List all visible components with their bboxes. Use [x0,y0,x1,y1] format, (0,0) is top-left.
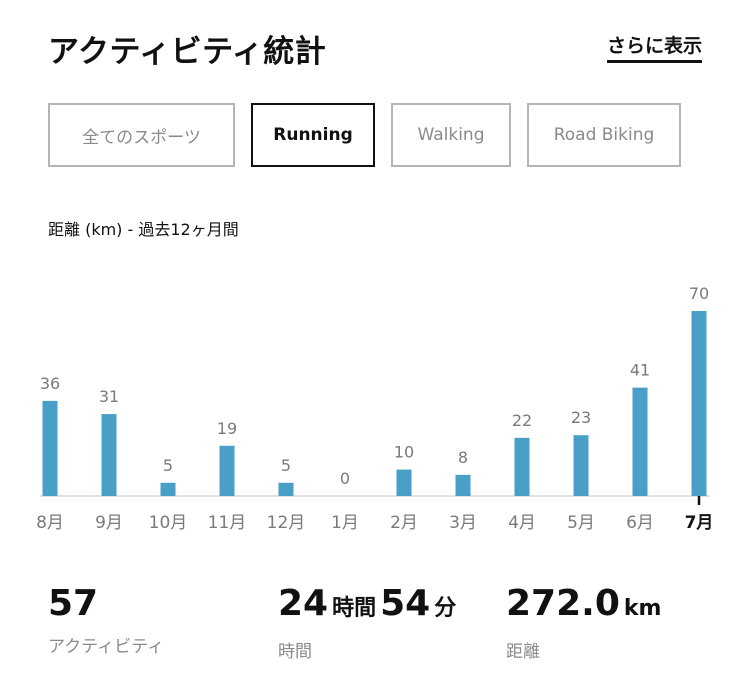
time-minutes: 54 [380,583,431,624]
value-label: 31 [99,387,119,406]
bar-3[interactable] [219,445,235,496]
value-label: 5 [281,456,291,475]
distance-unit: km [623,596,662,621]
activities-label: アクティビティ [48,637,165,657]
category-label[interactable]: 3月 [449,513,477,533]
tab-label: Running [273,125,353,145]
bar-1[interactable] [101,414,117,496]
bar-8[interactable] [514,437,530,496]
value-label: 10 [394,443,414,462]
category-label[interactable]: 8月 [36,513,64,533]
distance-value: 272.0 km [506,582,665,631]
category-label[interactable]: 5月 [567,513,595,533]
category-label[interactable]: 4月 [508,513,536,533]
value-label: 19 [217,419,237,438]
distance-bar-chart: 36 8月 31 9月 5 10月 19 11月 5 12月 0 1月 10 2月 8 3月 22 4月 23 5月 4… [36,284,714,533]
page-title: アクティビティ統計 [48,34,327,70]
category-label[interactable]: 9月 [95,513,123,533]
category-label[interactable]: 7月 [685,513,714,533]
time-hours-unit: 時間 [332,596,377,621]
category-label[interactable]: 10月 [149,513,188,533]
tab-label: 全てのスポーツ [82,127,201,148]
category-label[interactable]: 6月 [626,513,654,533]
value-label: 23 [571,408,591,427]
chart-title: 距離 (km) - 過去12ヶ月間 [48,220,239,239]
time-minutes-unit: 分 [434,596,457,621]
value-label: 36 [40,374,60,393]
activities-count: 57 [48,583,99,624]
time-value: 24 時間 54 分 [278,582,460,631]
value-label: 8 [458,448,468,467]
value-label: 0 [340,469,350,488]
bar-7[interactable] [455,474,471,496]
tab-label: Road Biking [553,125,655,145]
bar-2[interactable] [160,482,176,496]
bar-0[interactable] [42,400,58,496]
stat-activities: 57 アクティビティ [48,582,164,657]
show-more-link[interactable]: さらに表示 [606,31,702,63]
distance-label: 距離 [506,642,540,662]
bar-11[interactable] [691,311,707,496]
bar-9[interactable] [573,435,589,496]
tab-road-biking[interactable]: Road Biking [527,103,681,167]
bar-4[interactable] [278,482,294,496]
tab-all-sports[interactable]: 全てのスポーツ [48,103,235,167]
value-label: 22 [512,411,532,430]
stat-time: 24 時間 54 分 時間 [278,582,460,662]
category-label[interactable]: 12月 [267,513,306,533]
category-label[interactable]: 2月 [390,513,418,533]
time-label: 時間 [278,642,312,662]
stat-distance: 272.0 km 距離 [506,582,665,662]
distance-number: 272.0 [506,583,620,624]
bar-10[interactable] [632,387,648,496]
category-label[interactable]: 1月 [331,513,359,533]
time-hours: 24 [278,583,329,624]
category-label[interactable]: 11月 [208,513,247,533]
tab-walking[interactable]: Walking [391,103,511,167]
tab-label: Walking [417,125,485,145]
value-label: 41 [630,361,650,380]
value-label: 5 [163,456,173,475]
value-label: 70 [689,284,709,303]
bar-6[interactable] [396,469,412,496]
tab-running[interactable]: Running [251,103,375,167]
